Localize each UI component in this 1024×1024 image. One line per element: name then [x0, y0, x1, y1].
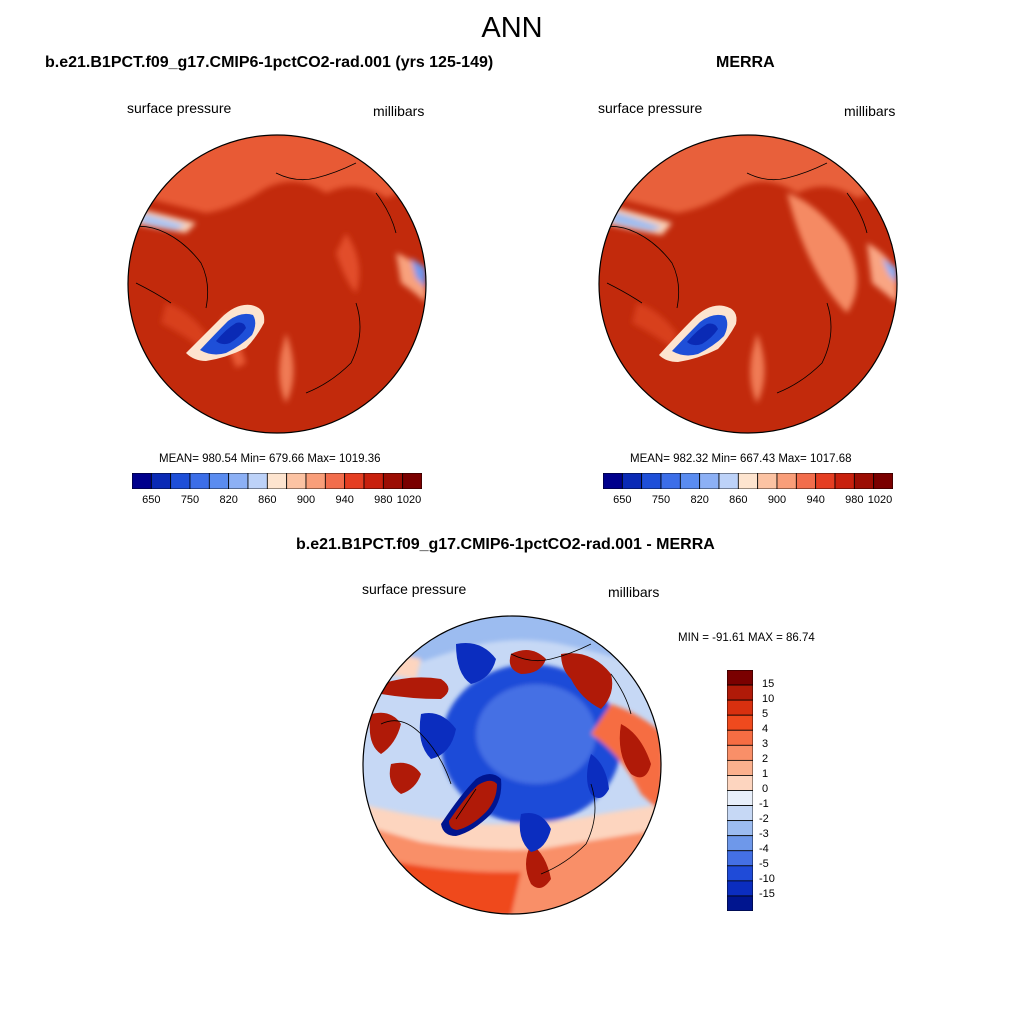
- cb2-label-1020: 1020: [867, 494, 893, 506]
- cb2-label-940: 940: [806, 494, 825, 506]
- cb3-label-neg4: -4: [759, 843, 769, 855]
- cb1-label-1020: 1020: [396, 494, 422, 506]
- colorbar-swatch: [727, 895, 753, 911]
- panel-3-variable: surface pressure: [362, 581, 467, 597]
- cb3-label-neg5: -5: [759, 858, 769, 870]
- cb3-label-10: 10: [762, 693, 775, 705]
- colorbar-swatch: [727, 729, 753, 746]
- colorbar-swatch: [727, 805, 753, 822]
- colorbar-swatch: [727, 670, 753, 686]
- panel-3-map: [362, 615, 662, 915]
- panel-1-variable: surface pressure: [127, 100, 232, 116]
- colorbar-swatch: [737, 473, 759, 489]
- colorbar-swatch: [603, 473, 623, 489]
- cb3-label-neg2: -2: [759, 813, 769, 825]
- colorbar-swatch: [718, 473, 739, 489]
- colorbar-swatch: [660, 473, 681, 489]
- colorbar-swatch: [621, 473, 643, 489]
- colorbar-swatch: [727, 850, 753, 867]
- colorbar-swatch: [727, 684, 753, 701]
- cb3-label-neg3: -3: [759, 828, 769, 840]
- cb3-label-1: 1: [762, 768, 769, 780]
- panel-1-colorbar: [132, 473, 422, 489]
- panel-3-colorbar: [727, 670, 753, 911]
- panel-1-title: b.e21.B1PCT.f09_g17.CMIP6-1pctCO2-rad.00…: [45, 54, 494, 71]
- panel-3-units: millibars: [608, 584, 660, 600]
- colorbar-swatch: [727, 790, 753, 806]
- panel-2-map: [598, 134, 898, 434]
- cb3-label-neg10: -10: [759, 873, 775, 885]
- cb1-label-980: 980: [374, 494, 393, 506]
- cb1-label-750: 750: [180, 494, 200, 506]
- panel-2-colorbar-labels: 650 750 820 860 900 940 980 1020: [603, 494, 893, 510]
- colorbar-swatch: [679, 473, 701, 489]
- colorbar-swatch: [727, 835, 753, 852]
- colorbar-swatch: [132, 473, 152, 489]
- cb2-label-650: 650: [613, 494, 632, 506]
- figure-title: ANN: [481, 12, 543, 44]
- colorbar-swatch: [727, 880, 753, 897]
- colorbar-swatch: [641, 473, 662, 489]
- cb1-label-820: 820: [219, 494, 238, 506]
- cb2-label-820: 820: [690, 494, 709, 506]
- panel-2-variable: surface pressure: [598, 100, 703, 116]
- colorbar-swatch: [757, 473, 778, 489]
- colorbar-swatch: [382, 473, 404, 489]
- colorbar-swatch: [776, 473, 797, 489]
- cb3-label-4: 4: [762, 723, 769, 735]
- colorbar-swatch: [795, 473, 817, 489]
- panel-2-colorbar: [603, 473, 893, 489]
- colorbar-swatch: [727, 744, 753, 761]
- panel-2-stats: MEAN= 982.32 Min= 667.43 Max= 1017.68: [630, 453, 852, 465]
- colorbar-swatch: [305, 473, 326, 489]
- colorbar-swatch: [873, 473, 893, 489]
- panel-2-title: MERRA: [716, 54, 775, 71]
- colorbar-swatch: [189, 473, 210, 489]
- panel-1-map: [127, 134, 427, 434]
- panel-1-colorbar-labels: 650 750 820 860 900 940 980 1020: [132, 494, 422, 510]
- colorbar-swatch: [208, 473, 230, 489]
- colorbar-swatch: [150, 473, 172, 489]
- colorbar-swatch: [266, 473, 288, 489]
- panel-3-title: b.e21.B1PCT.f09_g17.CMIP6-1pctCO2-rad.00…: [296, 536, 715, 553]
- cb2-label-860: 860: [729, 494, 748, 506]
- cb2-label-750: 750: [651, 494, 671, 506]
- colorbar-swatch: [727, 865, 753, 882]
- cb3-label-3: 3: [762, 738, 769, 750]
- cb2-label-980: 980: [845, 494, 864, 506]
- cb3-label-15: 15: [762, 678, 775, 690]
- colorbar-swatch: [834, 473, 855, 489]
- panel-3-colorbar-labels: 15 10 5 4 3 2 1 0 -1 -2 -3 -4 -5 -10 -15: [759, 670, 802, 911]
- colorbar-swatch: [324, 473, 346, 489]
- colorbar-swatch: [727, 759, 753, 776]
- panel-2-units: millibars: [844, 103, 896, 119]
- panel-3-stats: MIN = -91.61 MAX = 86.74: [678, 632, 815, 644]
- cb3-label-neg1: -1: [759, 798, 769, 810]
- colorbar-swatch: [727, 775, 753, 791]
- cb3-label-5: 5: [762, 708, 769, 720]
- colorbar-swatch: [228, 473, 249, 489]
- colorbar-swatch: [699, 473, 720, 489]
- colorbar-swatch: [853, 473, 875, 489]
- cb1-label-940: 940: [335, 494, 354, 506]
- cb3-label-neg15: -15: [759, 888, 775, 900]
- cb2-label-900: 900: [767, 494, 787, 506]
- colorbar-swatch: [247, 473, 268, 489]
- colorbar-swatch: [363, 473, 384, 489]
- colorbar-swatch: [727, 714, 753, 731]
- colorbar-swatch: [286, 473, 307, 489]
- panel-1-stats: MEAN= 980.54 Min= 679.66 Max= 1019.36: [159, 453, 381, 465]
- colorbar-swatch: [727, 699, 753, 716]
- panel-1-units: millibars: [373, 103, 425, 119]
- colorbar-swatch: [402, 473, 422, 489]
- cb1-label-900: 900: [296, 494, 316, 506]
- cb1-label-860: 860: [258, 494, 277, 506]
- colorbar-swatch: [815, 473, 836, 489]
- colorbar-swatch: [727, 820, 753, 837]
- colorbar-swatch: [344, 473, 365, 489]
- cb3-label-2: 2: [762, 753, 769, 765]
- cb1-label-650: 650: [142, 494, 161, 506]
- colorbar-swatch: [170, 473, 191, 489]
- cb3-label-0: 0: [762, 783, 769, 795]
